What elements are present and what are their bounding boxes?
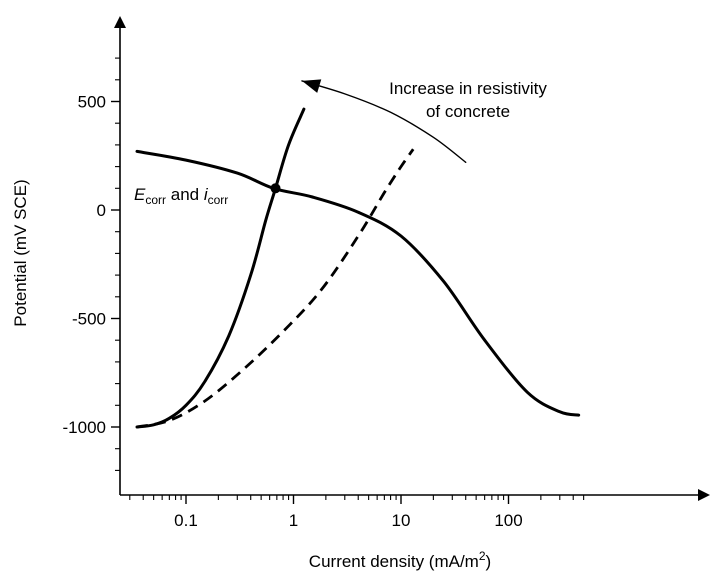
y-axis-label: Potential (mV SCE) (11, 179, 30, 326)
resistivity-arrow (301, 80, 467, 163)
x-axis-label: Current density (mA/m2) (309, 549, 491, 571)
ecorr-icorr-label: Ecorr and icorr (134, 185, 228, 207)
x-tick-label: 1 (289, 511, 298, 530)
cathodic-curve (135, 149, 581, 417)
y-tick-label: 500 (78, 93, 106, 112)
x-tick-label: 0.1 (174, 511, 198, 530)
y-tick-label: -500 (72, 310, 106, 329)
anodic-curve-high-resistivity (136, 148, 415, 429)
intersection-point (270, 183, 281, 194)
x-tick-label: 100 (494, 511, 522, 530)
ticks: 500 0 -500 -1000 0.1 1 10 100 (63, 57, 585, 530)
series-layer (135, 79, 581, 429)
resistivity-annotation-line1: Increase in resistivity (389, 79, 547, 98)
resistivity-annotation-line2: of concrete (426, 102, 510, 121)
annotations: Ecorr and icorr Increase in resistivity of… (134, 79, 547, 207)
y-tick-label: -1000 (63, 418, 106, 437)
x-tick-label: 10 (392, 511, 411, 530)
resistivity-arrowhead (302, 79, 322, 93)
y-tick-label: 0 (97, 201, 106, 220)
axes: Current density (mA/m2) Potential (mV SCE… (11, 16, 710, 571)
